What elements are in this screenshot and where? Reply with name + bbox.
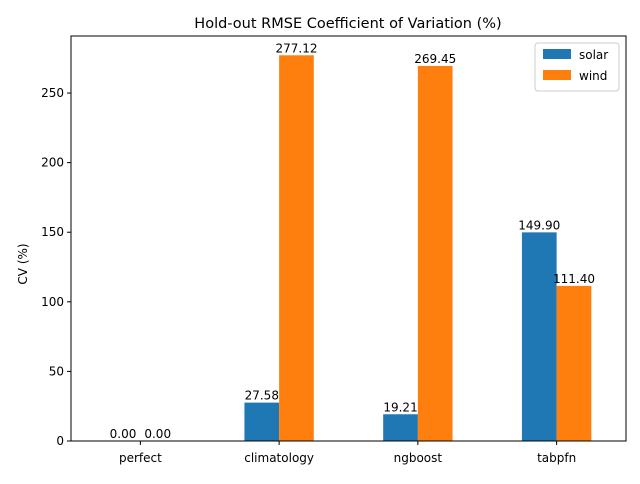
axes-frame (70, 35, 627, 442)
plot-area: 0.00 27.58 19.21 149.90 0.00 277.12 269.45 111.… (41, 35, 627, 465)
bar-solar-climatology (244, 402, 280, 441)
legend-swatch-wind (543, 70, 571, 80)
y-tick-label-250: 250 (41, 86, 64, 100)
x-tick-label-ngboost: ngboost (394, 451, 443, 465)
bar-solar-tabpfn (521, 232, 557, 441)
y-tick-label-150: 150 (41, 225, 64, 239)
value-label-wind-climatology: 277.12 (275, 41, 317, 55)
bar-solar-ngboost (383, 414, 418, 441)
y-axis-label: CV (%) (16, 243, 30, 284)
legend-label-solar: solar (579, 48, 608, 62)
value-label-solar-tabpfn: 149.90 (518, 218, 560, 232)
legend-label-wind: wind (579, 69, 607, 83)
y-tick-label-200: 200 (41, 156, 64, 170)
y-tick-label-100: 100 (41, 295, 64, 309)
x-tick-label-climatology: climatology (244, 451, 314, 465)
bar-wind-climatology (279, 55, 314, 441)
y-tick-label-0: 0 (56, 434, 64, 448)
x-tick-label-perfect: perfect (119, 451, 162, 465)
y-tick-label-50: 50 (49, 364, 64, 378)
value-label-wind-ngboost: 269.45 (414, 52, 456, 66)
legend: solar wind (534, 42, 620, 92)
value-label-solar-ngboost: 19.21 (383, 400, 417, 414)
x-tick-label-tabpfn: tabpfn (537, 451, 576, 465)
bar-wind-ngboost (417, 65, 453, 441)
chart-title: Hold-out RMSE Coefficient of Variation (… (194, 16, 501, 32)
bar-wind-tabpfn (556, 285, 592, 441)
value-label-solar-climatology: 27.58 (245, 389, 279, 403)
value-label-solar-perfect: 0.00 (110, 427, 137, 441)
value-label-wind-tabpfn: 111.40 (553, 272, 595, 286)
legend-swatch-solar (543, 49, 571, 59)
value-label-wind-perfect: 0.00 (144, 427, 171, 441)
